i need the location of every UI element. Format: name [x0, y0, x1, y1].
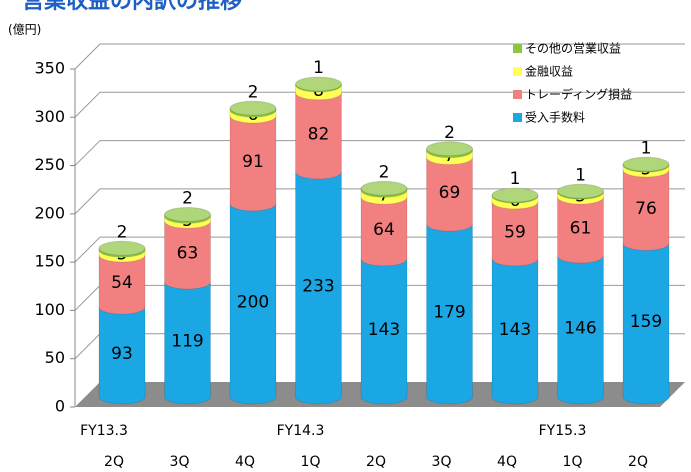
bar-top	[491, 187, 539, 203]
y-axis-label: (億円)	[8, 23, 41, 37]
y-tick-label: 150	[34, 252, 65, 271]
value-label: 59	[504, 222, 526, 242]
x-group-label: FY13.3	[80, 423, 128, 439]
y-tick-label: 350	[34, 59, 65, 78]
y-tick-label: 300	[34, 107, 65, 126]
x-tick-label: 2Q	[366, 454, 386, 470]
value-label: 1	[313, 58, 324, 78]
grid-line	[74, 188, 685, 215]
legend-label: その他の営業収益	[525, 42, 621, 56]
x-tick-label: 3Q	[432, 454, 452, 470]
bar-segment	[622, 169, 670, 251]
bar-top	[426, 141, 473, 157]
value-label: 179	[433, 303, 465, 323]
grid-line	[74, 236, 685, 263]
value-label: 63	[177, 244, 199, 264]
bar-segment	[229, 203, 277, 405]
legend-label: トレーディング損益	[525, 87, 632, 102]
bar-segment	[98, 254, 146, 315]
value-label: 143	[368, 320, 400, 340]
bar-top	[557, 183, 604, 199]
bar-top	[229, 100, 277, 116]
bar-segment	[622, 242, 670, 405]
bar-segment	[557, 196, 604, 264]
y-tick-label: 100	[34, 300, 65, 319]
value-label: 76	[635, 199, 657, 219]
value-label: 82	[308, 124, 330, 144]
bar-segment	[426, 223, 473, 405]
value-label: 64	[373, 220, 395, 240]
value-label: 200	[237, 292, 269, 312]
chart-title: 営業収益の内訳の推移	[22, 0, 242, 14]
legend-swatch	[513, 44, 522, 53]
y-tick-label: 50	[45, 348, 65, 367]
bar-segment	[164, 220, 211, 290]
bar-top	[622, 156, 670, 172]
value-label: 91	[242, 152, 264, 172]
value-label: 146	[564, 319, 596, 339]
value-label: 1	[575, 165, 586, 185]
y-tick-label: 0	[55, 397, 65, 416]
value-label: 2	[379, 162, 390, 182]
bar-segment	[557, 255, 604, 405]
legend-swatch	[513, 90, 522, 99]
legend-label: 金融収益	[525, 64, 573, 79]
bar-segment	[491, 258, 539, 405]
value-label: 2	[444, 123, 455, 143]
grid-line	[74, 91, 685, 118]
legend-swatch	[513, 67, 522, 76]
bar-segment	[491, 201, 539, 267]
x-tick-label: 3Q	[170, 454, 190, 470]
value-label: 69	[439, 183, 461, 203]
value-label: 1	[641, 138, 652, 158]
x-tick-label: 2Q	[628, 454, 648, 470]
grid-line	[74, 140, 685, 166]
bar-segment	[360, 258, 408, 405]
x-tick-label: 2Q	[104, 454, 124, 470]
bar-segment	[229, 115, 277, 212]
value-label: 119	[171, 332, 203, 352]
bar-segment	[295, 92, 342, 180]
value-label: 54	[111, 273, 133, 293]
y-tick-label: 200	[34, 203, 65, 222]
value-label: 2	[248, 82, 259, 102]
value-label: 159	[630, 312, 662, 332]
bar-segment	[426, 157, 473, 232]
bar-segment	[360, 196, 408, 267]
value-label: 2	[117, 222, 128, 242]
bar-segment	[295, 171, 342, 405]
value-label: 233	[302, 276, 334, 296]
bar-segment	[98, 306, 146, 405]
x-tick-label: 1Q	[301, 454, 321, 470]
bar-top	[98, 240, 146, 256]
x-group-label: FY15.3	[539, 423, 587, 439]
legend-swatch	[513, 113, 522, 122]
grid-line	[74, 43, 685, 70]
bar-segment	[164, 281, 211, 405]
bar-top	[360, 180, 408, 196]
value-label: 143	[499, 320, 531, 340]
bar-top	[295, 76, 342, 92]
x-tick-label: 4Q	[235, 454, 255, 470]
bar-top	[164, 206, 211, 222]
value-label: 1	[510, 169, 521, 189]
x-group-label: FY14.3	[277, 423, 325, 439]
x-tick-label: 4Q	[497, 454, 517, 470]
y-tick-label: 250	[34, 155, 65, 174]
value-label: 2	[182, 188, 193, 208]
x-tick-label: 1Q	[563, 454, 583, 470]
value-label: 93	[111, 344, 133, 364]
legend-label: 受入手数料	[525, 110, 585, 125]
value-label: 61	[570, 219, 592, 239]
